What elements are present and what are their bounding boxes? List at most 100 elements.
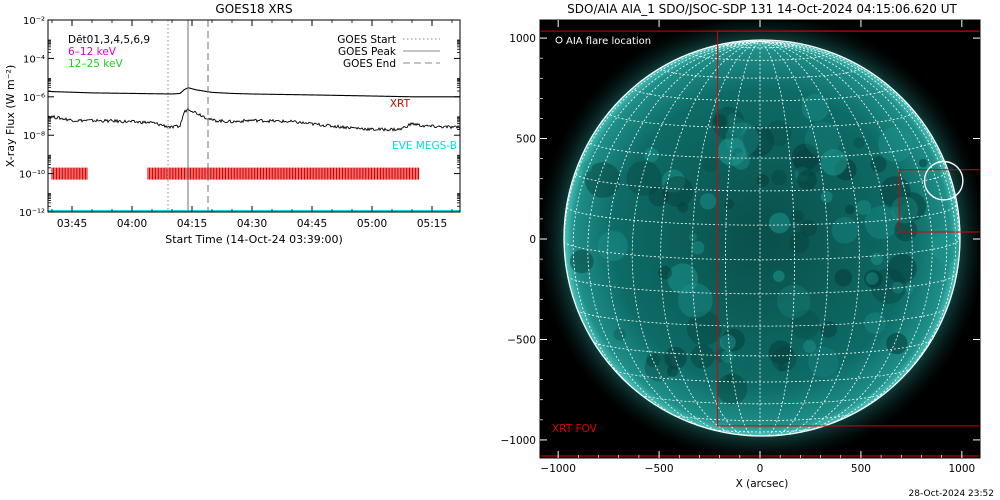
- flare-location-circle: [923, 160, 964, 201]
- lightcurve-legend-left-item: 6–12 keV: [68, 46, 117, 58]
- disk-texture-patch: [897, 192, 927, 221]
- disk-texture-patch: [870, 156, 887, 173]
- disk-texture-patch: [712, 106, 745, 140]
- lightcurve-legend-left-item: 12–25 keV: [68, 58, 123, 70]
- disk-texture-patch: [887, 254, 917, 284]
- flare-legend-circle-icon: [555, 36, 563, 44]
- latitude-line: [660, 67, 860, 79]
- solar-disk: [564, 40, 960, 436]
- disk-texture-patch: [724, 199, 735, 209]
- disk-texture-patch: [771, 169, 787, 186]
- disk-texture-patch: [613, 328, 626, 341]
- xrt-observation-interval: [147, 167, 420, 180]
- map-y-tick-label: 0: [529, 234, 536, 246]
- latitude-line: [725, 44, 795, 49]
- disk-texture-patch: [626, 160, 662, 196]
- disk-texture-patch: [648, 186, 669, 207]
- longitude-line: [759, 40, 860, 436]
- solar-limb: [563, 39, 961, 437]
- disk-texture-patch: [765, 120, 792, 147]
- lightcurve-x-tick-label: 03:45: [57, 218, 87, 230]
- disk-texture-patch: [688, 233, 698, 242]
- disk-texture-patch: [845, 204, 855, 215]
- lightcurve-legend-left-item: Dēt01,3,4,5,6,9: [68, 34, 150, 46]
- lightcurve-frame: [47, 19, 461, 213]
- xrt-annotation: XRT: [390, 98, 411, 110]
- disk-texture-patch: [777, 284, 811, 319]
- disk-texture-patch: [768, 340, 793, 365]
- lightcurve-legend-right-item: GOES Start: [337, 34, 396, 46]
- map-x-tick-label: 500: [851, 463, 871, 475]
- disk-texture-patch: [864, 269, 883, 288]
- disk-texture-patch: [865, 272, 879, 285]
- longitude-line: [564, 40, 761, 409]
- disk-texture-patch: [713, 114, 727, 128]
- map-x-tick-label: 1000: [948, 463, 975, 475]
- longitude-line: [660, 40, 761, 436]
- disk-texture-patch: [773, 270, 785, 283]
- disk-texture-patch: [732, 148, 743, 159]
- disk-texture-patch: [801, 93, 829, 122]
- lightcurve-x-tick-label: 05:15: [417, 218, 447, 230]
- map-axes: −1000 −500 0 500 1000 1000 500 0 −500 −1000: [500, 20, 980, 475]
- disk-texture-patch: [702, 156, 718, 173]
- disk-texture-patch: [791, 210, 804, 223]
- map-title: SDO/AIA AIA_1 SDO/JSOC-SDP 131 14-Oct-20…: [567, 2, 957, 16]
- latitude-line: [633, 391, 887, 405]
- disk-texture-patch: [870, 252, 883, 265]
- disk-texture-patch: [803, 340, 816, 353]
- disk-texture-patch: [719, 334, 736, 351]
- disk-texture-patch: [794, 148, 822, 177]
- longitude-line: [759, 40, 957, 409]
- disk-texture-patch: [856, 200, 872, 216]
- map-x-tick-label: 0: [757, 463, 764, 475]
- lightcurve-y-tick-label: 10⁻⁴: [23, 54, 45, 65]
- flare-location-marker: [923, 160, 964, 201]
- disk-texture-patch: [878, 127, 913, 162]
- disk-texture-patch: [886, 332, 908, 355]
- disk-texture-patch: [584, 162, 621, 198]
- xrs-long-channel-line: [48, 87, 460, 98]
- longitude-line: [759, 40, 889, 436]
- disk-texture-patch: [646, 353, 661, 368]
- lightcurve-y-tick-label: 10⁻⁸: [23, 131, 45, 142]
- disk-texture-patch: [677, 283, 713, 318]
- latitude-line: [573, 307, 947, 327]
- disk-texture-patch: [890, 196, 919, 224]
- disk-texture-patch: [870, 268, 907, 304]
- disk-texture-patch: [717, 137, 747, 167]
- disk-texture-patch: [931, 226, 952, 248]
- longitude-line: [759, 40, 948, 430]
- lightcurve-y-label: X-ray Flux (W m⁻²): [4, 65, 17, 167]
- lightcurve-annotations: XRT EVE MEGS-B: [390, 98, 457, 152]
- disk-texture-patch: [790, 309, 820, 340]
- lightcurve-y-tick-label: 10⁻⁶: [23, 93, 45, 104]
- longitude-line: [759, 40, 913, 436]
- map-y-tick-label: 1000: [509, 33, 536, 45]
- disk-texture-patch: [777, 363, 786, 372]
- map-y-tick-label: −500: [507, 334, 536, 346]
- disk-texture-patch: [569, 249, 594, 274]
- lightcurve-axes: 10⁻¹² 10⁻¹⁰ 10⁻⁸ 10⁻⁶ 10⁻⁴ 10⁻² 03:45 04:00 04:1…: [19, 16, 460, 230]
- map-x-tick-label: −1000: [540, 463, 576, 475]
- lightcurve-y-tick-label: 10⁻²: [23, 16, 45, 27]
- goes-lightcurve-panel: GOES18 XRS 10⁻¹² 10⁻¹⁰ 10⁻⁸ 10⁻⁶ 10⁻⁴ 10⁻² 03:…: [4, 2, 461, 246]
- disk-texture-patch: [853, 137, 865, 149]
- latitude-line: [608, 367, 912, 383]
- footer-timestamp: 28-Oct-2024 23:52: [909, 489, 994, 499]
- disk-texture-patch: [820, 149, 848, 176]
- lightcurve-y-tick-label: 10⁻¹⁰: [19, 170, 45, 181]
- map-x-tick-label: −500: [645, 463, 674, 475]
- disk-texture-patch: [662, 169, 685, 193]
- disk-texture-patch: [677, 201, 689, 213]
- xrt-observation-interval: [51, 167, 88, 180]
- lightcurve-legend-right-item: GOES Peak: [338, 46, 397, 58]
- solar-disk-texture: [569, 93, 960, 405]
- disk-texture-patch: [658, 265, 672, 280]
- longitude-line: [587, 40, 761, 435]
- latitude-line: [572, 171, 948, 192]
- disk-texture-patch: [771, 346, 797, 372]
- disk-texture-patch: [727, 113, 737, 123]
- lightcurve-title: GOES18 XRS: [215, 2, 292, 16]
